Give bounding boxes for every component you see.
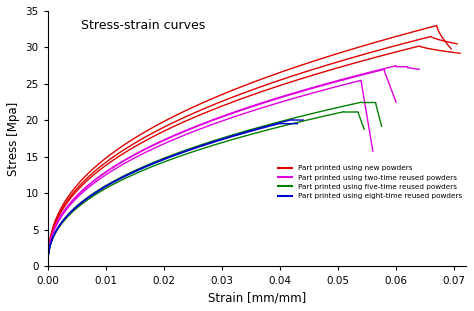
- Y-axis label: Stress [Mpa]: Stress [Mpa]: [7, 102, 20, 176]
- X-axis label: Strain [mm/mm]: Strain [mm/mm]: [208, 291, 306, 304]
- Text: Stress-strain curves: Stress-strain curves: [81, 19, 205, 32]
- Legend: Part printed using new powders, Part printed using two-time reused powders, Part: Part printed using new powders, Part pri…: [278, 165, 462, 199]
